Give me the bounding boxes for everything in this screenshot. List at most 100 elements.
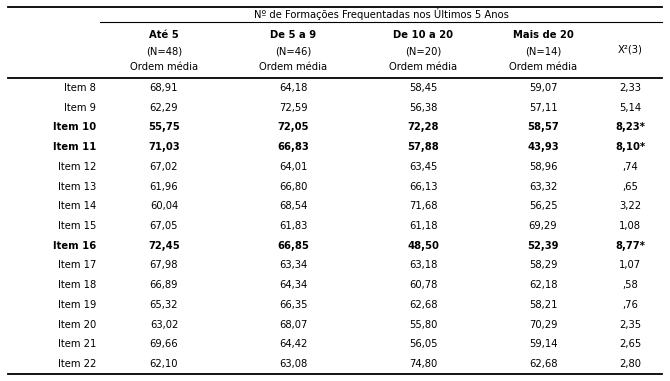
Text: 58,45: 58,45 <box>409 83 438 93</box>
Text: 63,34: 63,34 <box>279 261 307 271</box>
Text: Item 9: Item 9 <box>64 102 96 113</box>
Text: Ordem média: Ordem média <box>259 62 327 72</box>
Text: 66,83: 66,83 <box>277 142 309 152</box>
Text: Até 5: Até 5 <box>149 30 179 40</box>
Text: 66,35: 66,35 <box>279 300 308 310</box>
Text: 48,50: 48,50 <box>407 241 439 251</box>
Text: 59,14: 59,14 <box>529 339 557 349</box>
Text: Item 11: Item 11 <box>53 142 96 152</box>
Text: Ordem média: Ordem média <box>509 62 577 72</box>
Text: Item 13: Item 13 <box>58 181 96 192</box>
Text: 63,08: 63,08 <box>279 359 307 369</box>
Text: 58,21: 58,21 <box>529 300 557 310</box>
Text: 2,65: 2,65 <box>619 339 641 349</box>
Text: De 10 a 20: De 10 a 20 <box>393 30 453 40</box>
Text: 2,33: 2,33 <box>619 83 641 93</box>
Text: 67,02: 67,02 <box>150 162 178 172</box>
Text: 57,88: 57,88 <box>407 142 439 152</box>
Text: 1,08: 1,08 <box>619 221 641 231</box>
Text: Item 17: Item 17 <box>58 261 96 271</box>
Text: 56,38: 56,38 <box>409 102 438 113</box>
Text: 1,07: 1,07 <box>619 261 641 271</box>
Text: 60,04: 60,04 <box>150 201 178 211</box>
Text: Item 20: Item 20 <box>58 320 96 330</box>
Text: 67,98: 67,98 <box>150 261 178 271</box>
Text: 63,45: 63,45 <box>409 162 438 172</box>
Text: 66,13: 66,13 <box>409 181 438 192</box>
Text: 72,45: 72,45 <box>148 241 180 251</box>
Text: 66,89: 66,89 <box>150 280 178 290</box>
Text: ,65: ,65 <box>622 181 638 192</box>
Text: 56,05: 56,05 <box>409 339 438 349</box>
Text: 52,39: 52,39 <box>527 241 559 251</box>
Text: 8,77*: 8,77* <box>615 241 645 251</box>
Text: 8,10*: 8,10* <box>615 142 645 152</box>
Text: (N=46): (N=46) <box>275 46 311 56</box>
Text: Item 22: Item 22 <box>58 359 96 369</box>
Text: 70,29: 70,29 <box>529 320 557 330</box>
Text: Ordem média: Ordem média <box>130 62 198 72</box>
Text: 64,34: 64,34 <box>279 280 307 290</box>
Text: 55,80: 55,80 <box>409 320 438 330</box>
Text: Nº de Formações Frequentadas nos Últimos 5 Anos: Nº de Formações Frequentadas nos Últimos… <box>253 8 509 21</box>
Text: 58,96: 58,96 <box>529 162 557 172</box>
Text: Mais de 20: Mais de 20 <box>513 30 574 40</box>
Text: ,76: ,76 <box>622 300 638 310</box>
Text: 62,18: 62,18 <box>529 280 557 290</box>
Text: 63,02: 63,02 <box>150 320 178 330</box>
Text: 2,35: 2,35 <box>619 320 641 330</box>
Text: 68,07: 68,07 <box>279 320 307 330</box>
Text: 66,85: 66,85 <box>277 241 309 251</box>
Text: Item 18: Item 18 <box>58 280 96 290</box>
Text: 69,66: 69,66 <box>149 339 178 349</box>
Text: 63,18: 63,18 <box>409 261 438 271</box>
Text: Item 19: Item 19 <box>58 300 96 310</box>
Text: 61,18: 61,18 <box>409 221 438 231</box>
Text: 72,59: 72,59 <box>279 102 308 113</box>
Text: 62,10: 62,10 <box>150 359 178 369</box>
Text: 69,29: 69,29 <box>529 221 557 231</box>
Text: 71,68: 71,68 <box>409 201 438 211</box>
Text: 43,93: 43,93 <box>527 142 559 152</box>
Text: 55,75: 55,75 <box>148 122 180 132</box>
Text: 68,91: 68,91 <box>150 83 178 93</box>
Text: 68,54: 68,54 <box>279 201 307 211</box>
Text: (N=14): (N=14) <box>525 46 561 56</box>
Text: 72,28: 72,28 <box>407 122 439 132</box>
Text: 8,23*: 8,23* <box>615 122 645 132</box>
Text: Item 10: Item 10 <box>53 122 96 132</box>
Text: 60,78: 60,78 <box>409 280 438 290</box>
Text: 63,32: 63,32 <box>529 181 557 192</box>
Text: (N=20): (N=20) <box>405 46 441 56</box>
Text: 58,57: 58,57 <box>527 122 559 132</box>
Text: (N=48): (N=48) <box>146 46 182 56</box>
Text: 5,14: 5,14 <box>619 102 641 113</box>
Text: 71,03: 71,03 <box>148 142 180 152</box>
Text: 61,96: 61,96 <box>149 181 178 192</box>
Text: 57,11: 57,11 <box>529 102 557 113</box>
Text: Ordem média: Ordem média <box>389 62 457 72</box>
Text: 64,01: 64,01 <box>279 162 307 172</box>
Text: 72,05: 72,05 <box>277 122 309 132</box>
Text: 64,42: 64,42 <box>279 339 307 349</box>
Text: De 5 a 9: De 5 a 9 <box>270 30 316 40</box>
Text: 67,05: 67,05 <box>150 221 178 231</box>
Text: 62,68: 62,68 <box>529 359 557 369</box>
Text: 74,80: 74,80 <box>409 359 437 369</box>
Text: ,58: ,58 <box>622 280 638 290</box>
Text: 59,07: 59,07 <box>529 83 557 93</box>
Text: 58,29: 58,29 <box>529 261 557 271</box>
Text: 64,18: 64,18 <box>279 83 307 93</box>
Text: 62,68: 62,68 <box>409 300 438 310</box>
Text: X²(3): X²(3) <box>618 45 643 55</box>
Text: Item 8: Item 8 <box>64 83 96 93</box>
Text: 3,22: 3,22 <box>619 201 641 211</box>
Text: 65,32: 65,32 <box>150 300 178 310</box>
Text: 2,80: 2,80 <box>619 359 641 369</box>
Text: 66,80: 66,80 <box>279 181 307 192</box>
Text: 62,29: 62,29 <box>149 102 178 113</box>
Text: 56,25: 56,25 <box>529 201 557 211</box>
Text: ,74: ,74 <box>622 162 638 172</box>
Text: Item 14: Item 14 <box>58 201 96 211</box>
Text: Item 12: Item 12 <box>58 162 96 172</box>
